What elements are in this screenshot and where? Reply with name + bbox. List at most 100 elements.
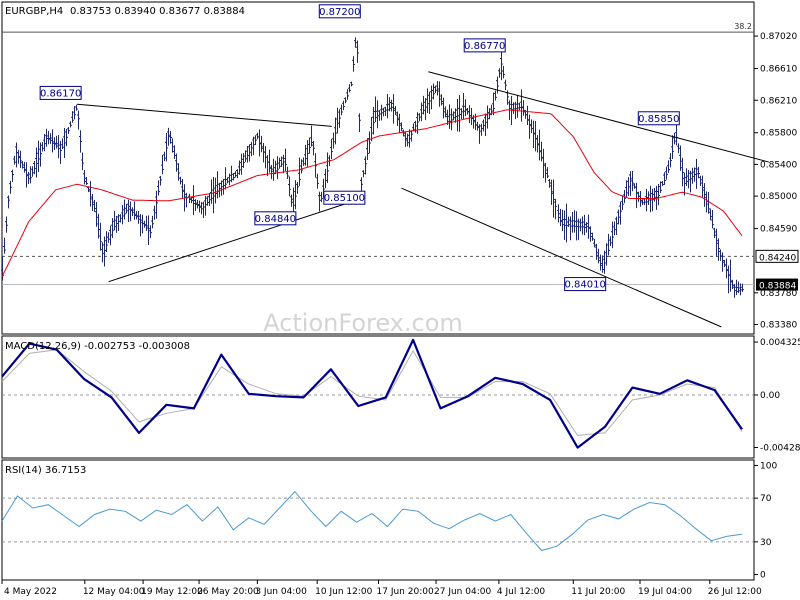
price-bar — [43, 134, 46, 152]
price-bar — [428, 91, 431, 115]
price-axis-tick-label: 0.86610 — [760, 65, 797, 75]
price-bar — [685, 168, 688, 187]
time-axis-tick-label: 12 May 04:00 — [83, 587, 145, 597]
price-bar — [426, 88, 429, 114]
price-bar — [546, 167, 549, 179]
price-bar — [613, 221, 616, 236]
price-bar — [202, 201, 205, 218]
symbol-label: EURGBP,H4 — [5, 6, 63, 17]
price-bar — [238, 160, 241, 175]
price-bar — [715, 228, 718, 257]
macd-layer: 0.004325 0.00 -0.004288 — [1, 338, 800, 453]
rsi-title: RSI(14) 36.7153 — [5, 465, 86, 476]
price-bar — [677, 143, 680, 154]
price-annotation: 0.84840 — [254, 211, 297, 226]
price-bar — [699, 175, 702, 187]
time-axis-tick-label: 17 Jun 20:00 — [377, 587, 434, 597]
price-bar — [63, 127, 66, 159]
price-bar — [595, 243, 598, 260]
annotation-box — [39, 85, 82, 100]
price-axis-tick-label: 0.85400 — [760, 160, 797, 170]
price-bar — [434, 85, 437, 93]
price-bar — [308, 137, 311, 154]
price-bar — [316, 173, 319, 189]
price-annotation: 0.85100 — [323, 190, 366, 205]
price-bar — [587, 214, 590, 239]
price-bar — [681, 157, 684, 187]
price-bar — [599, 254, 602, 271]
price-axis-tick-label: 0.86210 — [760, 96, 797, 106]
price-bar — [707, 191, 710, 214]
rsi-axis-tick-label: 70 — [760, 494, 772, 504]
time-axis-tick-label: 19 Jul 04:00 — [638, 587, 692, 597]
price-bar — [75, 104, 78, 111]
price-bar — [336, 107, 339, 134]
annotation-box — [254, 211, 297, 226]
price-bar — [284, 148, 287, 172]
price-bar — [123, 199, 126, 220]
price-bar — [119, 214, 122, 223]
price-bar — [619, 201, 622, 225]
price-bar — [593, 239, 596, 248]
price-bar — [657, 183, 660, 206]
price-bar — [607, 233, 610, 256]
macd-axis-tick-label: -0.004288 — [760, 443, 800, 453]
price-bar — [288, 176, 291, 197]
price-bar — [739, 283, 742, 296]
price-bar — [173, 145, 176, 159]
price-bar — [621, 195, 624, 211]
price-reference-lines: 38.2 — [2, 22, 754, 286]
trendline — [108, 201, 350, 283]
price-bar — [392, 94, 395, 124]
price-bar — [575, 211, 578, 241]
price-bar — [270, 164, 273, 180]
price-bar — [440, 94, 443, 106]
price-bar — [703, 183, 706, 207]
price-bar — [504, 79, 507, 91]
price-bar — [438, 81, 441, 107]
annotation-box — [323, 190, 366, 205]
price-annotation: 0.87200 — [318, 4, 361, 19]
price-bar — [67, 127, 70, 134]
price-bar — [394, 106, 397, 115]
rsi-axis-tick-label: 100 — [760, 461, 777, 471]
price-bar — [733, 284, 736, 298]
price-bar — [155, 190, 158, 219]
price-bar — [31, 166, 34, 177]
price-bar — [567, 216, 570, 227]
price-bar — [280, 156, 283, 167]
price-bar — [111, 218, 114, 239]
moving-average-line — [1, 109, 743, 278]
price-bar — [188, 193, 191, 203]
price-bar — [53, 137, 56, 150]
price-bar — [109, 225, 112, 246]
price-bar — [645, 188, 648, 212]
price-bar — [179, 176, 182, 185]
price-bar — [721, 252, 724, 272]
annotation-label: 0.84840 — [255, 214, 296, 225]
price-bar — [442, 97, 445, 119]
annotation-label: 0.86770 — [464, 41, 505, 52]
price-bar — [151, 215, 154, 229]
rsi-line — [1, 490, 743, 552]
price-bar — [484, 113, 487, 137]
time-axis-tick-label: 19 May 12:00 — [141, 587, 203, 597]
price-bar — [55, 135, 58, 149]
price-bar — [430, 85, 433, 110]
price-bar — [446, 109, 449, 126]
price-bar — [304, 144, 307, 166]
ohlc-values: 0.83753 0.83940 0.83677 0.83884 — [70, 6, 245, 17]
price-bar — [569, 216, 572, 241]
price-bar — [107, 232, 110, 243]
price-bar — [298, 157, 301, 186]
annotation-box — [564, 277, 607, 292]
price-bar — [480, 123, 483, 136]
fib-382-label: 38.2 — [734, 22, 752, 31]
macd-panel-frame — [1, 335, 755, 459]
price-bar — [368, 131, 371, 154]
price-bar — [651, 188, 654, 212]
price-bar — [210, 179, 213, 204]
price-bar — [147, 215, 150, 245]
price-bar — [232, 173, 235, 181]
price-bar — [91, 194, 94, 212]
